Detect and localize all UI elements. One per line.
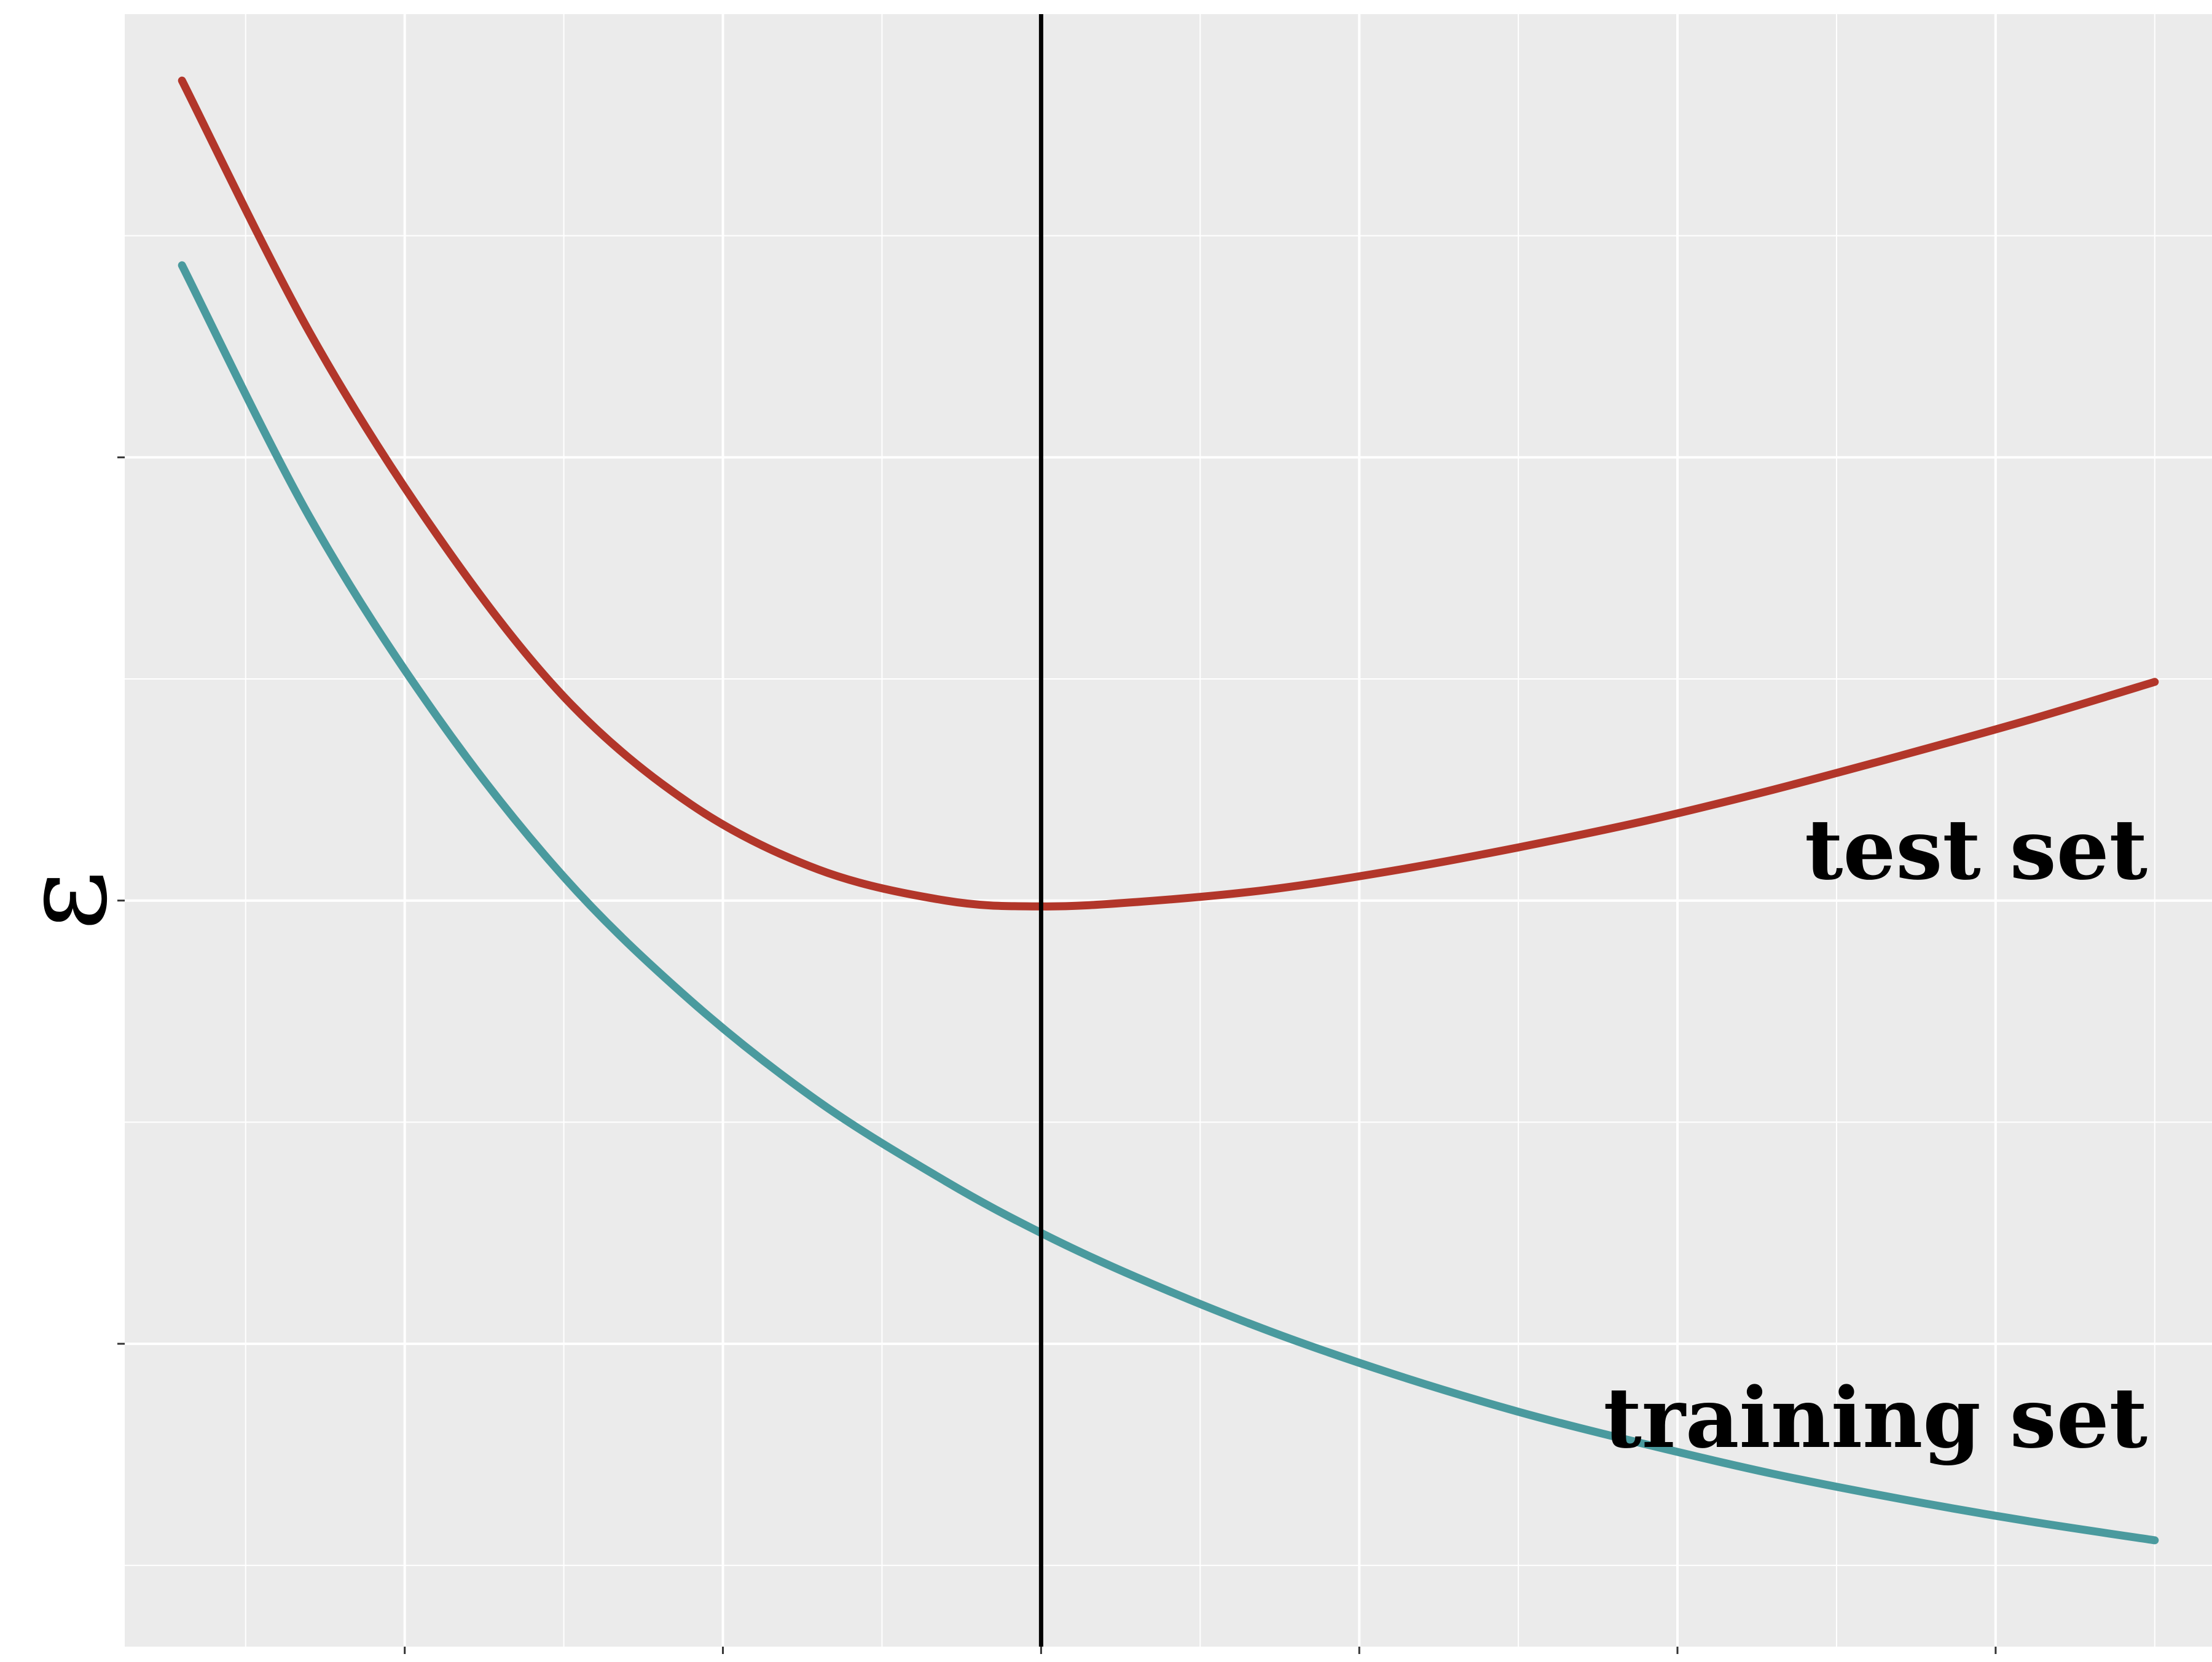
minor-grid (125, 14, 2212, 1647)
series-line-training-set (178, 261, 2159, 1545)
series-label-test-set: test set (1805, 801, 2147, 898)
series-lines (178, 76, 2159, 1545)
axis-ticks (117, 456, 1997, 1654)
series-line-test-set (178, 76, 2159, 911)
series-labels: test set training set (1604, 801, 2147, 1467)
plot-panel (125, 14, 2212, 1647)
series-label-training-set: training set (1604, 1369, 2147, 1467)
y-axis-label: ε (0, 870, 133, 930)
